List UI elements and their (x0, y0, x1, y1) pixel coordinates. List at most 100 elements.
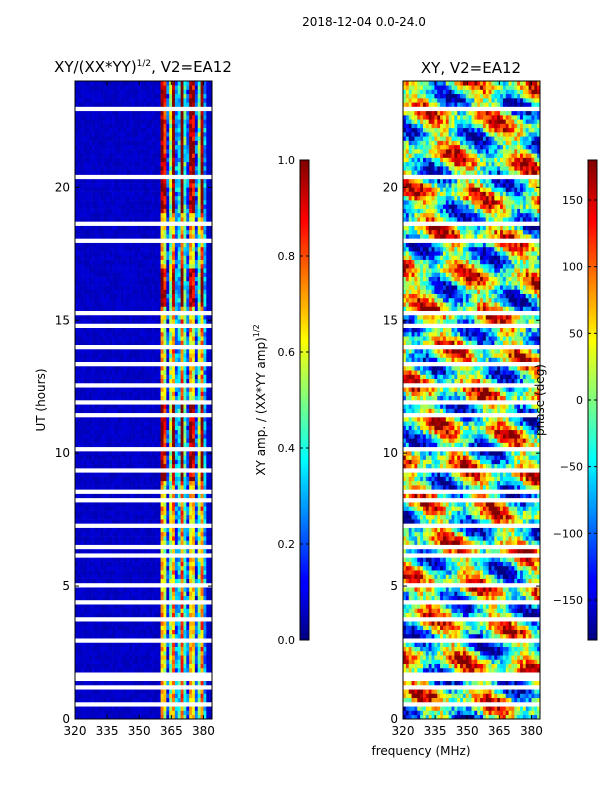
heatmap-cell (86, 336, 90, 341)
heatmap-cell (137, 485, 141, 490)
heatmap-cell (189, 663, 193, 669)
heatmap-cell (123, 348, 127, 354)
left-title-sup: 1/2 (137, 59, 151, 69)
heatmap-cell (94, 595, 99, 601)
heatmap-cell (109, 493, 113, 499)
heatmap-cell (86, 540, 90, 545)
heatmap-cell (140, 642, 144, 647)
heatmap-cell (106, 519, 110, 524)
heatmap-cell (126, 276, 130, 282)
heatmap-cell (154, 255, 159, 260)
heatmap-cell (203, 451, 207, 456)
heatmap-cell (149, 187, 153, 192)
heatmap-cell (75, 540, 79, 545)
heatmap-cell (123, 561, 127, 567)
heatmap-cell (97, 612, 101, 618)
heatmap-cell (120, 506, 124, 511)
heatmap-cell (209, 587, 213, 592)
heatmap-cell (132, 212, 136, 218)
heatmap-cell (109, 570, 113, 575)
heatmap-cell (177, 519, 181, 524)
heatmap-cell (89, 208, 93, 214)
heatmap-cell (97, 255, 101, 260)
heatmap-cell (114, 642, 119, 647)
heatmap-cell (194, 667, 199, 673)
heatmap-cell (177, 485, 181, 490)
heatmap-cell (97, 655, 101, 660)
heatmap-cell (106, 570, 110, 575)
heatmap-cell (194, 212, 199, 218)
heatmap-cell (100, 480, 104, 486)
heatmap-cell (166, 302, 170, 307)
heatmap-cell (129, 625, 133, 630)
heatmap-cell (209, 506, 213, 511)
heatmap-cell (117, 417, 121, 422)
heatmap-cell (77, 519, 81, 524)
heatmap-cell (100, 425, 104, 431)
heatmap-cell (94, 340, 99, 345)
heatmap-cell (166, 297, 170, 303)
heatmap-cell (94, 557, 99, 562)
heatmap-cell (123, 442, 127, 448)
heatmap-cell (114, 268, 119, 273)
heatmap-cell (80, 693, 84, 699)
heatmap-cell (183, 476, 187, 482)
heatmap-cell (146, 646, 150, 652)
heatmap-cell (183, 459, 187, 465)
heatmap-cell (197, 633, 201, 639)
heatmap-cell (152, 621, 156, 626)
flagged-row (75, 382, 212, 388)
heatmap-cell (140, 587, 144, 592)
heatmap-cell (120, 689, 124, 694)
heatmap-cell (92, 514, 96, 520)
heatmap-cell (186, 548, 190, 554)
heatmap-cell (154, 650, 159, 656)
heatmap-cell (120, 697, 124, 703)
heatmap-cell (146, 293, 150, 299)
heatmap-cell (203, 395, 207, 401)
heatmap-cell (189, 438, 193, 443)
heatmap-cell (103, 706, 107, 711)
heatmap-cell (137, 578, 141, 584)
heatmap-cell (200, 289, 204, 294)
heatmap-cell (174, 655, 179, 660)
heatmap-cell (97, 442, 101, 448)
heatmap-cell (166, 353, 170, 358)
heatmap-cell (146, 565, 150, 571)
heatmap-cell (163, 536, 167, 541)
heatmap-cell (194, 510, 199, 516)
heatmap-cell (126, 646, 130, 652)
heatmap-cell (106, 667, 110, 673)
heatmap-cell (75, 297, 79, 303)
heatmap-cell (192, 378, 196, 384)
heatmap-cell (103, 485, 107, 490)
heatmap-cell (174, 480, 179, 486)
heatmap-cell (194, 706, 199, 711)
heatmap-cell (200, 463, 204, 469)
heatmap-cell (169, 234, 173, 239)
heatmap-cell (86, 548, 90, 554)
heatmap-cell (137, 365, 141, 371)
heatmap-cell (77, 387, 81, 392)
heatmap-cell (117, 680, 121, 686)
heatmap-cell (137, 429, 141, 435)
heatmap-cell (120, 565, 124, 571)
heatmap-cell (154, 280, 159, 286)
heatmap-cell (194, 472, 199, 477)
heatmap-cell (129, 578, 133, 584)
heatmap-cell (83, 246, 87, 252)
heatmap-cell (94, 319, 99, 324)
heatmap-cell (117, 378, 121, 384)
heatmap-cell (160, 714, 164, 720)
heatmap-cell (89, 476, 93, 482)
heatmap-cell (197, 178, 201, 184)
heatmap-cell (154, 642, 159, 647)
heatmap-cell (94, 459, 99, 465)
heatmap-cell (180, 519, 184, 524)
heatmap-cell (152, 536, 156, 541)
heatmap-cell (103, 280, 107, 286)
heatmap-cell (129, 272, 133, 277)
heatmap-cell (120, 191, 124, 197)
heatmap-cell (189, 531, 193, 537)
heatmap-cell (206, 293, 210, 299)
